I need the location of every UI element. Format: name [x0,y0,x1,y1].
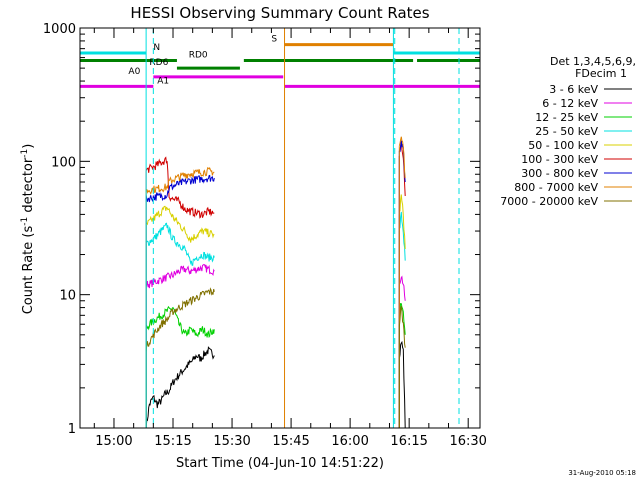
legend-label: 100 - 300 keV [521,153,598,166]
flag-label-rd0: RD0 [189,51,208,61]
legend-label: 50 - 100 keV [528,139,598,152]
legend-label: 25 - 50 keV [535,125,598,138]
flag-bars: N S RD0 RD6 A0 A1 [80,35,480,88]
legend-label: 7000 - 20000 keV [500,195,598,208]
series-line-25-50-keV-seg0 [146,222,215,266]
x-tick-label: 15:00 [95,434,132,449]
series-line-800-7000-keV-seg1 [398,136,406,179]
x-tick-label: 15:15 [154,434,191,449]
vertical-markers [79,28,460,428]
x-tick-label: 16:15 [390,434,427,449]
y-axis-label: Count Rate (s-1 detector-1) [20,144,36,315]
x-tick-label: 15:30 [213,434,250,449]
y-tick-label: 1000 [43,22,76,37]
x-tick-label: 16:30 [449,434,486,449]
x-axis-label: Start Time (04-Jun-10 14:51:22) [176,456,384,471]
y-tick-label: 10 [59,289,76,304]
legend-label: 300 - 800 keV [521,167,598,180]
series-line-800-7000-keV-seg0 [145,166,215,196]
series-line-6-12-keV-seg1 [398,275,406,301]
legend-header-1: Det 1,3,4,5,6,9, [550,55,636,68]
x-tick-label: 15:45 [272,434,309,449]
axes: 1 10 100 1000 15:00 15:15 15:30 15:45 16:00 16:15… [43,22,487,449]
plot-frame [79,27,481,429]
series-line-7000-20000-keV-seg0 [145,287,215,352]
series-line-25-50-keV-seg1 [398,211,406,261]
series-line-3-6-keV-seg0 [145,346,215,429]
legend-label: 6 - 12 keV [542,97,598,110]
series-line-50-100-keV-seg1 [398,194,406,250]
flag-label-rd6: RD6 [149,58,168,68]
flag-label-s: S [271,35,277,45]
legend-label: 3 - 6 keV [549,83,598,96]
flag-label-a1: A1 [157,76,169,86]
x-tick-label: 16:00 [331,434,368,449]
flag-label-n: N [153,43,160,53]
y-axis-label-text: Count Rate (s-1 detector-1) [20,144,36,315]
y-axis-label-part: Count Rate (s [21,226,36,315]
series-line-6-12-keV-seg0 [145,263,215,289]
y-tick-label: 1 [68,422,76,437]
series-line-100-300-keV-seg0 [145,156,215,219]
series-line-7000-20000-keV-seg1 [398,305,406,348]
y-axis-label-superscript: -1 [20,149,30,158]
y-axis-label-part: detector [21,157,36,217]
y-tick-label: 100 [51,155,76,170]
legend-label: 800 - 7000 keV [514,181,598,194]
legend-header: Det 1,3,4,5,6,9, FDecim 1 [550,55,636,80]
y-axis-label-part: ) [21,144,36,149]
series-line-12-25-keV-seg0 [145,305,215,339]
plot-data [145,136,406,429]
y-axis-label-superscript: -1 [20,217,30,226]
series-line-300-800-keV-seg0 [145,174,215,203]
flag-label-a0: A0 [128,67,140,77]
date-stamp: 31-Aug-2010 05:18 [568,469,636,477]
chart-title: HESSI Observing Summary Count Rates [130,4,429,22]
legend-header-2: FDecim 1 [575,67,627,80]
series-line-50-100-keV-seg0 [145,205,215,243]
legend-label: 12 - 25 keV [535,111,598,124]
series-line-12-25-keV-seg1 [398,303,406,335]
series-line-3-6-keV-seg1 [398,340,406,429]
